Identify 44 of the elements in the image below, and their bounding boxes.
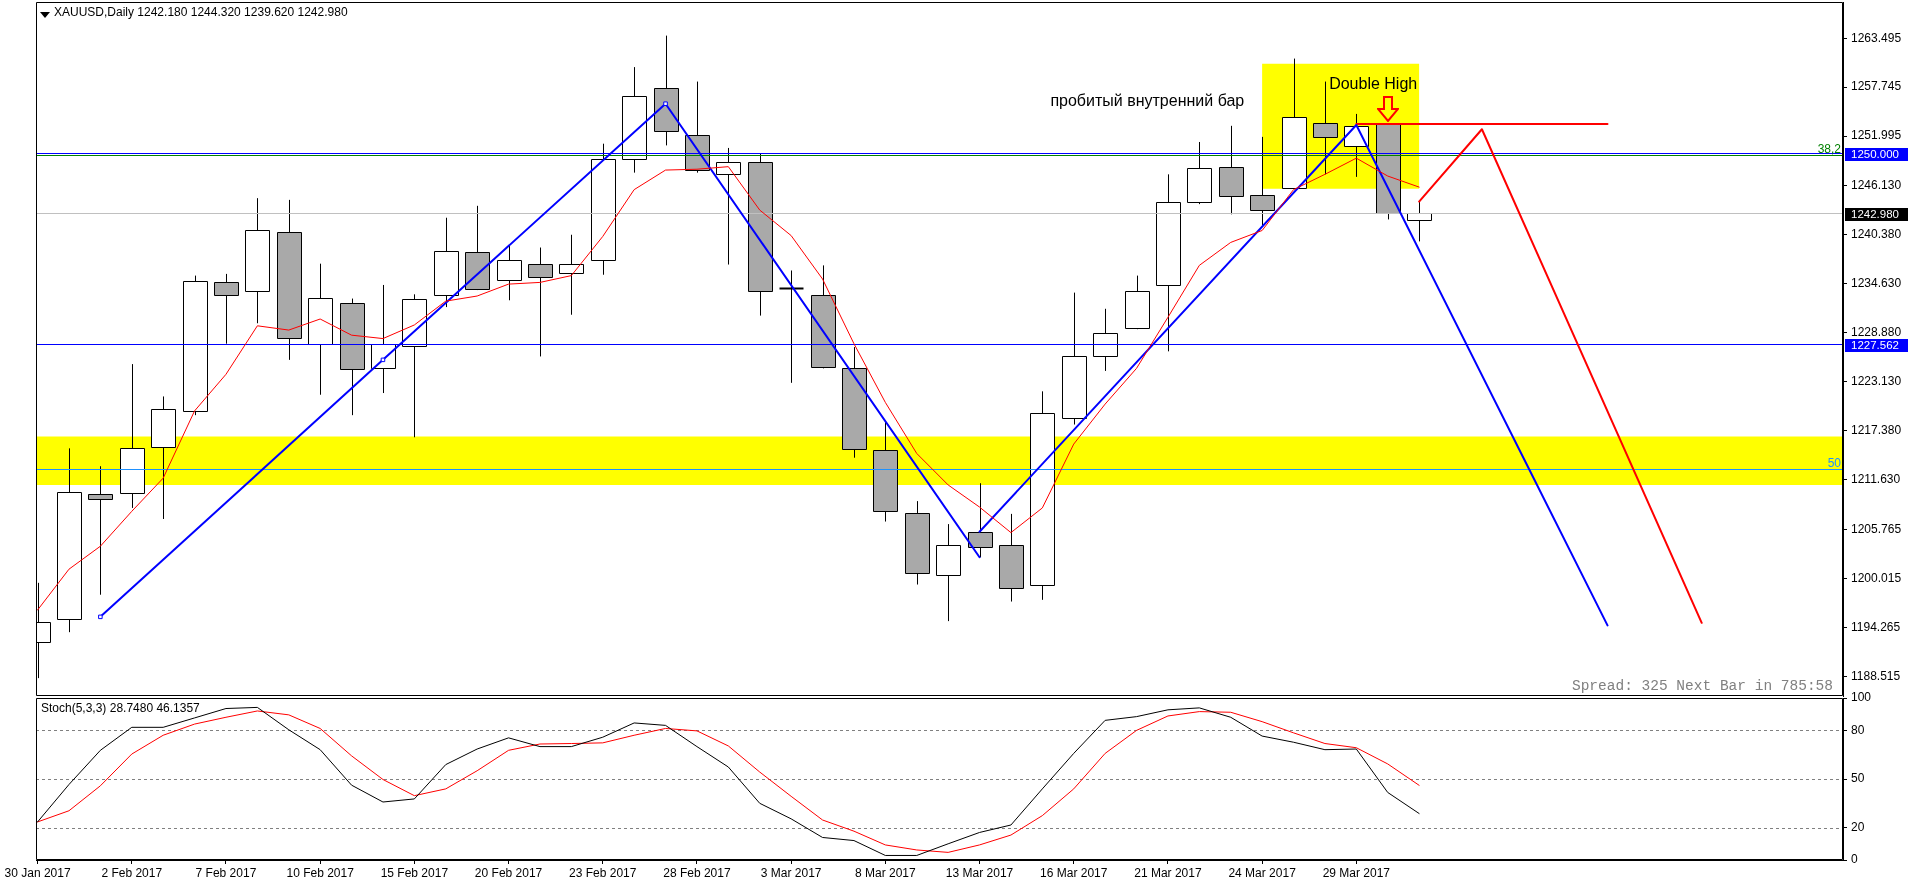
- ref-line-label: 1242.980: [1851, 207, 1899, 220]
- y-tick-label: 1211.630: [1851, 471, 1901, 486]
- x-tick-label: 2 Feb 2017: [101, 865, 163, 880]
- x-tick-label: 20 Feb 2017: [474, 865, 543, 880]
- y-tick-label: 0: [1851, 852, 1858, 867]
- x-tick-label: 21 Mar 2017: [1134, 865, 1202, 880]
- ref-line-label: 1227.562: [1851, 338, 1899, 351]
- annotation: пробитый внутренний бар: [1050, 92, 1245, 110]
- x-tick-label: 8 Mar 2017: [854, 865, 917, 880]
- y-tick-label: 1251.995: [1851, 128, 1902, 143]
- ref-line-label: 1250.000: [1851, 147, 1899, 160]
- y-tick-label: 1194.265: [1851, 619, 1901, 634]
- x-tick-label: 16 Mar 2017: [1040, 865, 1108, 880]
- annotation: Double High: [1329, 75, 1418, 93]
- x-tick-label: 29 Mar 2017: [1322, 865, 1391, 880]
- y-tick-label: 1228.880: [1851, 325, 1902, 340]
- x-tick-label: 7 Feb 2017: [195, 865, 257, 880]
- y-tick-label: 20: [1851, 819, 1865, 834]
- annotation: Spread: 325 Next Bar in 785:58: [1571, 678, 1833, 694]
- y-tick-label: 1223.130: [1851, 374, 1902, 389]
- x-tick-label: 3 Mar 2017: [760, 865, 822, 880]
- annotation: 50: [1827, 456, 1842, 470]
- y-tick-label: 1200.015: [1851, 570, 1902, 585]
- x-tick-label: 15 Feb 2017: [380, 865, 449, 880]
- y-tick-label: 1240.380: [1851, 227, 1902, 242]
- x-tick-label: 13 Mar 2017: [945, 865, 1014, 880]
- y-tick-label: 50: [1851, 771, 1865, 786]
- x-tick-label: 23 Feb 2017: [569, 865, 637, 880]
- y-tick-label: 1188.515: [1851, 668, 1901, 683]
- y-tick-label: 80: [1851, 722, 1865, 737]
- x-tick-label: 28 Feb 2017: [663, 865, 731, 880]
- y-tick-label: 1234.630: [1851, 276, 1902, 291]
- x-tick-label: 10 Feb 2017: [286, 865, 355, 880]
- x-tick-label: 24 Mar 2017: [1228, 865, 1297, 880]
- chart-title: XAUUSD,Daily 1242.180 1244.320 1239.620 1242.980: [54, 4, 348, 19]
- y-tick-label: 1205.765: [1851, 521, 1902, 536]
- y-tick-label: 1263.495: [1851, 30, 1902, 45]
- y-tick-label: 1217.380: [1851, 422, 1902, 437]
- y-tick-label: 1257.745: [1851, 79, 1902, 94]
- annotation: 38,2: [1817, 142, 1842, 156]
- chart-title: Stoch(5,3,3) 28.7480 46.1357: [41, 700, 201, 715]
- y-tick-label: 100: [1851, 690, 1872, 705]
- y-tick-label: 1246.130: [1851, 178, 1902, 193]
- x-tick-label: 30 Jan 2017: [4, 865, 71, 880]
